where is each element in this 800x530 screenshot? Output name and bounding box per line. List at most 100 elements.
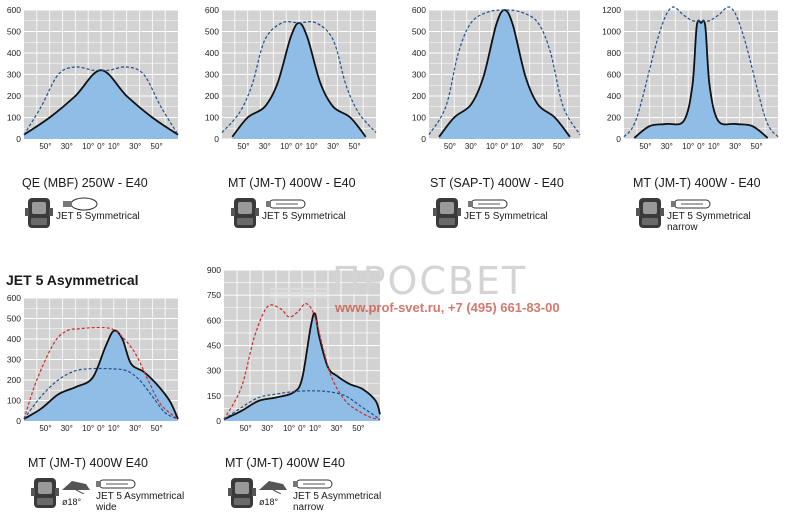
lamp-label: JET 5 Symmetrical	[262, 211, 346, 222]
x-tick-label: 30°	[61, 142, 73, 151]
x-tick-label: 10°	[306, 142, 318, 151]
x-tick-label: 10°	[108, 424, 120, 433]
tubular-lamp-icon	[293, 479, 333, 489]
y-tick-label: 100	[412, 113, 426, 123]
chart-caption: MT (JM-T) 400W - E40	[228, 176, 356, 190]
y-tick-label: 600	[205, 5, 219, 15]
series-fill-area	[634, 20, 768, 139]
x-tick-label: 10°	[283, 424, 295, 433]
y-tick-label: 0	[16, 416, 21, 426]
series-solid-line	[23, 69, 179, 136]
x-tick-label: 10°	[511, 142, 523, 151]
tubular-lamp-icon	[96, 479, 136, 489]
chart-panel-3: 0 100 200 300 400 500 600 50° 30° 10° 0° 10° 30° 50°	[405, 5, 581, 153]
x-tick-label: 50°	[444, 142, 456, 151]
tilt-angle-label: ø18°	[62, 497, 82, 507]
x-tick-label: 50°	[240, 424, 252, 433]
chart-caption: QE (MBF) 250W - E40	[22, 176, 148, 190]
series-blue-dash-line	[428, 9, 581, 136]
tilt-fixture-icon	[259, 481, 287, 494]
x-tick-label: 10°	[82, 424, 94, 433]
section-heading: JET 5 Asymmetrical	[6, 272, 139, 288]
series-blue-dash-line	[23, 367, 179, 420]
lamp-label: JET 5 Symmetrical	[56, 211, 140, 222]
lamp-label: JET 5 Symmetrical narrow	[667, 211, 751, 233]
fixture-front-icon	[231, 198, 259, 228]
y-tick-label: 300	[7, 355, 21, 365]
y-tick-label: 1000	[602, 27, 621, 37]
fixture-front-icon	[433, 198, 461, 228]
y-tick-label: 150	[207, 391, 221, 401]
y-tick-label: 300	[412, 70, 426, 80]
x-tick-label: 30°	[532, 142, 544, 151]
fixture-front-icon	[25, 198, 53, 228]
series-blue-dash-line	[221, 21, 377, 133]
x-tick-label: 30°	[661, 142, 673, 151]
x-tick-label: 50°	[349, 142, 361, 151]
fixture-front-icon	[228, 478, 256, 508]
tilt-fixture-icon	[62, 481, 90, 494]
chart-caption: MT (JM-T) 400W E40	[28, 456, 148, 470]
watermark-logo-lines	[270, 288, 330, 302]
series-solid-line	[223, 312, 381, 421]
chart-svg: 0 100 200 300 400 500 600 50° 30° 10° 0° 10° 30° 50°	[7, 293, 179, 433]
lamp-label: JET 5 Asymmetrical wide	[96, 491, 185, 513]
y-tick-label: 0	[616, 134, 621, 144]
watermark-title: ПРОСВЕТ	[332, 259, 528, 303]
x-tick-label: 50°	[751, 142, 763, 151]
chart-caption: ST (SAP-T) 400W - E40	[430, 176, 564, 190]
series-solid-line	[633, 19, 769, 139]
y-tick-label: 400	[412, 48, 426, 58]
tilt-angle-label: ø18°	[259, 497, 279, 507]
lamp-label: JET 5 Symmetrical	[464, 211, 548, 222]
y-tick-label: 900	[207, 265, 221, 275]
y-tick-label: 0	[216, 416, 221, 426]
chart-panel-6: 0 150 300 450 600 750 900 50° 30° 10° 0° 10° 30° 50°	[200, 265, 381, 435]
chart-svg: 0 100 200 300 400 500 600 50° 30° 10° 0° 10° 30° 50°	[205, 5, 377, 151]
x-tick-label: 0°	[97, 142, 105, 151]
chart-svg: 0 100 200 300 400 500 600 50° 30° 10° 0° 10° 30° 50°	[7, 5, 179, 151]
y-tick-label: 1200	[602, 5, 621, 15]
y-tick-label: 100	[205, 113, 219, 123]
chart-panel-5: 0 100 200 300 400 500 600 50° 30° 10° 0° 10° 30° 50°	[0, 293, 179, 435]
fixture-front-icon	[31, 478, 59, 508]
series-fill-area	[24, 70, 178, 139]
chart-svg: 0 100 200 300 400 500 600 50° 30° 10° 0° 10° 30° 50°	[412, 5, 581, 151]
chart-svg: 0 150 300 450 600 750 900 50° 30° 10° 0° 10° 30° 50°	[207, 265, 381, 433]
series-red-dash-line	[23, 326, 179, 420]
x-tick-label: 50°	[151, 424, 163, 433]
x-tick-label: 0°	[501, 142, 509, 151]
y-tick-label: 400	[7, 334, 21, 344]
y-tick-label: 200	[607, 113, 621, 123]
x-tick-label: 10°	[280, 142, 292, 151]
x-tick-label: 50°	[352, 424, 364, 433]
tubular-lamp-icon	[266, 199, 306, 209]
series-solid-line	[23, 329, 179, 420]
series-fill-area	[439, 10, 570, 139]
y-tick-label: 500	[7, 27, 21, 37]
y-tick-label: 400	[205, 48, 219, 58]
x-tick-label: 30°	[261, 424, 273, 433]
y-tick-label: 400	[607, 91, 621, 101]
y-tick-label: 0	[214, 134, 219, 144]
fixture-front-icon	[636, 198, 664, 228]
tubular-lamp-icon	[468, 199, 508, 209]
y-tick-label: 100	[7, 113, 21, 123]
x-tick-label: 30°	[129, 424, 141, 433]
y-tick-label: 200	[7, 375, 21, 385]
chart-panel-1: 0 100 200 300 400 500 600 50° 30° 10° 0° 10° 30° 50°	[0, 5, 179, 153]
x-tick-label: 50°	[39, 424, 51, 433]
y-tick-label: 300	[205, 70, 219, 80]
chart-caption: MT (JM-T) 400W - E40	[633, 176, 761, 190]
y-tick-label: 800	[607, 48, 621, 58]
y-tick-label: 300	[207, 366, 221, 376]
x-tick-label: 30°	[129, 142, 141, 151]
x-tick-label: 50°	[151, 142, 163, 151]
chart-panel-2: 0 100 200 300 400 500 600 50° 30° 10° 0° 10° 30° 50°	[198, 5, 377, 153]
x-tick-label: 10°	[708, 142, 720, 151]
y-tick-label: 600	[7, 5, 21, 15]
x-tick-label: 0°	[298, 424, 306, 433]
y-tick-label: 500	[7, 314, 21, 324]
y-tick-label: 450	[207, 341, 221, 351]
series-fill-area	[232, 22, 366, 139]
